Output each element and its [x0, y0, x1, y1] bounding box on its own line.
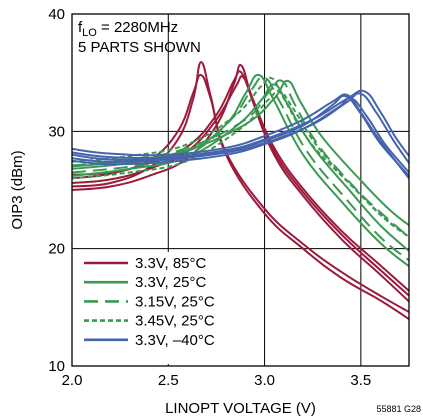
- legend: 3.3V, 85°C 3.3V, 25°C 3.15V, 25°C 3.45V, 25…: [84, 255, 215, 349]
- y-tick-label: 40: [48, 6, 65, 23]
- y-tick-label: 20: [48, 241, 65, 258]
- legend-label: 3.3V, 25°C: [135, 274, 206, 291]
- series-line: [72, 63, 409, 303]
- figure-id: 55881 G28: [376, 404, 421, 414]
- x-tick-label: 3.0: [254, 372, 275, 389]
- x-tick-label: 2.5: [158, 372, 179, 389]
- legend-label: 3.3V, 85°C: [135, 255, 206, 272]
- series-line: [72, 89, 409, 160]
- x-axis-label: LINOPT VOLTAGE (V): [165, 400, 316, 417]
- flo-value: = 2280MHz: [97, 19, 178, 36]
- series-line: [72, 89, 409, 238]
- tick-labels: 2.0 2.5 3.0 3.5 10 20 30 40: [48, 6, 371, 389]
- legend-label: 3.15V, 25°C: [135, 293, 215, 310]
- legend-background: [74, 252, 234, 364]
- x-tick-label: 3.5: [350, 372, 371, 389]
- flo-subscript: LO: [82, 27, 97, 39]
- y-tick-label: 10: [48, 358, 65, 375]
- series-line: [72, 92, 409, 164]
- plot-frame: [71, 13, 410, 367]
- legend-label: 3.45V, 25°C: [135, 313, 215, 330]
- y-tick-label: 30: [48, 123, 65, 140]
- series-line: [72, 79, 409, 238]
- y-axis-label: OIP3 (dBm): [9, 150, 26, 229]
- x-tick-label: 2.0: [62, 372, 83, 389]
- flo-base: f: [78, 19, 83, 36]
- parts-annotation: 5 PARTS SHOWN: [78, 39, 201, 56]
- series-line: [72, 93, 409, 179]
- legend-label: 3.3V, –40°C: [135, 332, 215, 349]
- legend-box: [74, 252, 234, 364]
- flo-annotation: fLO = 2280MHz: [78, 19, 178, 39]
- data-curves: [72, 61, 409, 320]
